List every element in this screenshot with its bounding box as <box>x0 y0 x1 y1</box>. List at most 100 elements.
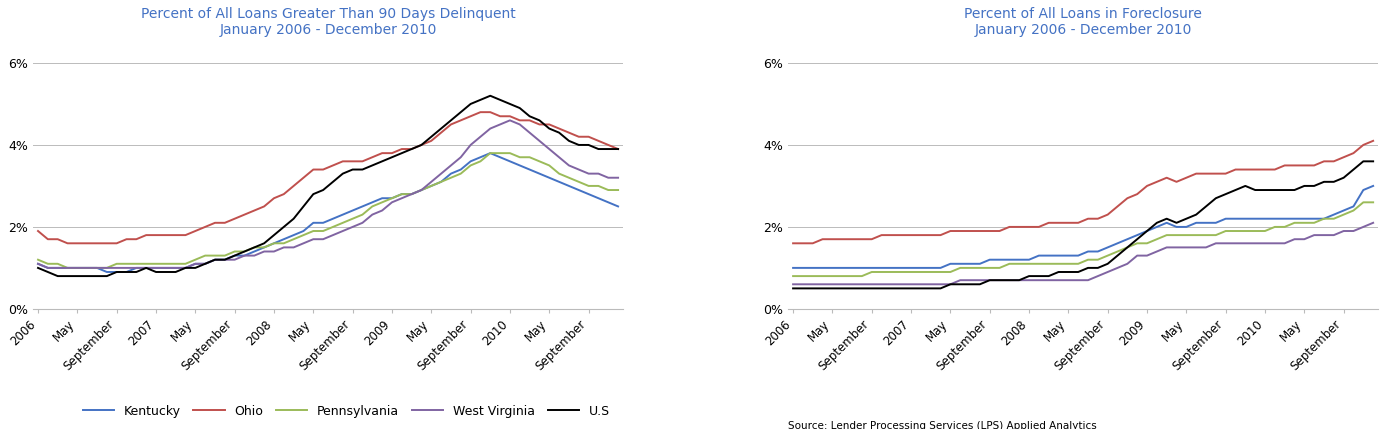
West Virginia <box>609 175 626 180</box>
Ohio <box>237 212 253 217</box>
Ohio <box>884 233 900 238</box>
Pennsylvania <box>785 274 802 279</box>
Ohio <box>187 228 204 233</box>
West Virginia <box>982 278 999 283</box>
West Virginia <box>884 282 900 287</box>
Pennsylvania <box>403 191 420 196</box>
Kentucky <box>98 269 115 275</box>
Line: Ohio: Ohio <box>37 112 618 243</box>
Pennsylvania <box>971 265 988 270</box>
Line: U.S: U.S <box>794 161 1373 288</box>
Kentucky <box>29 261 46 266</box>
Kentucky <box>226 253 242 258</box>
Ohio <box>226 216 242 221</box>
Ohio <box>971 228 988 233</box>
Ohio <box>138 233 155 238</box>
Line: West Virginia: West Virginia <box>794 223 1373 284</box>
West Virginia <box>932 282 949 287</box>
U.S <box>226 253 242 258</box>
U.S <box>609 146 626 151</box>
Ohio <box>785 241 802 246</box>
West Virginia <box>206 257 223 262</box>
Ohio <box>982 228 999 233</box>
West Virginia <box>951 278 968 283</box>
Kentucky <box>785 265 802 270</box>
Kentucky <box>1364 183 1381 188</box>
Ohio <box>206 220 223 225</box>
Pennsylvania <box>1148 237 1165 242</box>
West Virginia <box>237 253 253 258</box>
Pennsylvania <box>982 265 999 270</box>
Line: Pennsylvania: Pennsylvania <box>37 153 618 268</box>
Ohio <box>951 228 968 233</box>
Pennsylvania <box>951 265 968 270</box>
Ohio <box>609 146 626 151</box>
Pennsylvania <box>932 269 949 275</box>
U.S <box>971 282 988 287</box>
West Virginia <box>501 118 518 123</box>
Pennsylvania <box>609 187 626 193</box>
Kentucky <box>403 191 420 196</box>
U.S <box>403 146 420 151</box>
Line: Pennsylvania: Pennsylvania <box>794 202 1373 276</box>
Kentucky <box>884 265 900 270</box>
U.S <box>206 257 223 262</box>
Title: Percent of All Loans in Foreclosure
January 2006 - December 2010: Percent of All Loans in Foreclosure Janu… <box>964 7 1202 37</box>
U.S <box>884 286 900 291</box>
U.S <box>187 265 204 270</box>
Ohio <box>1364 138 1381 143</box>
Pennsylvania <box>1364 200 1381 205</box>
Kentucky <box>138 265 155 270</box>
West Virginia <box>226 257 242 262</box>
U.S <box>982 278 999 283</box>
Kentucky <box>237 253 253 258</box>
West Virginia <box>29 261 46 266</box>
Kentucky <box>982 257 999 262</box>
Ohio <box>29 228 46 233</box>
West Virginia <box>785 282 802 287</box>
West Virginia <box>187 261 204 266</box>
Pennsylvania <box>29 257 46 262</box>
West Virginia <box>403 191 420 196</box>
Text: Source: Lender Processing Services (LPS) Applied Analytics
Prepared by the Feder: Source: Lender Processing Services (LPS)… <box>788 421 1231 429</box>
Pennsylvania <box>138 261 155 266</box>
Ohio <box>403 146 420 151</box>
Title: Percent of All Loans Greater Than 90 Days Delinquent
January 2006 - December 201: Percent of All Loans Greater Than 90 Day… <box>141 7 515 37</box>
Line: Kentucky: Kentucky <box>794 186 1373 268</box>
U.S <box>951 282 968 287</box>
Kentucky <box>187 261 204 266</box>
Ohio <box>60 241 76 246</box>
U.S <box>29 265 46 270</box>
U.S <box>1355 159 1371 164</box>
Ohio <box>932 233 949 238</box>
Ohio <box>1148 179 1165 184</box>
U.S <box>482 93 499 98</box>
Pennsylvania <box>206 253 223 258</box>
U.S <box>932 286 949 291</box>
Kentucky <box>1148 224 1165 230</box>
Pennsylvania <box>1355 200 1371 205</box>
Ohio <box>472 109 489 115</box>
West Virginia <box>138 265 155 270</box>
U.S <box>1148 220 1165 225</box>
Pennsylvania <box>482 151 499 156</box>
West Virginia <box>1148 249 1165 254</box>
Pennsylvania <box>187 257 204 262</box>
Legend: Kentucky, Ohio, Pennsylvania, West Virginia, U.S: Kentucky, Ohio, Pennsylvania, West Virgi… <box>78 400 615 423</box>
Kentucky <box>951 261 968 266</box>
U.S <box>50 274 66 279</box>
West Virginia <box>1364 220 1381 225</box>
U.S <box>237 249 253 254</box>
Pennsylvania <box>884 269 900 275</box>
U.S <box>1364 159 1381 164</box>
Pennsylvania <box>226 249 242 254</box>
Pennsylvania <box>60 265 76 270</box>
Kentucky <box>932 265 949 270</box>
Kentucky <box>971 261 988 266</box>
West Virginia <box>40 265 57 270</box>
Kentucky <box>482 151 499 156</box>
U.S <box>785 286 802 291</box>
Line: Kentucky: Kentucky <box>37 153 618 272</box>
Line: U.S: U.S <box>37 96 618 276</box>
Kentucky <box>609 204 626 209</box>
